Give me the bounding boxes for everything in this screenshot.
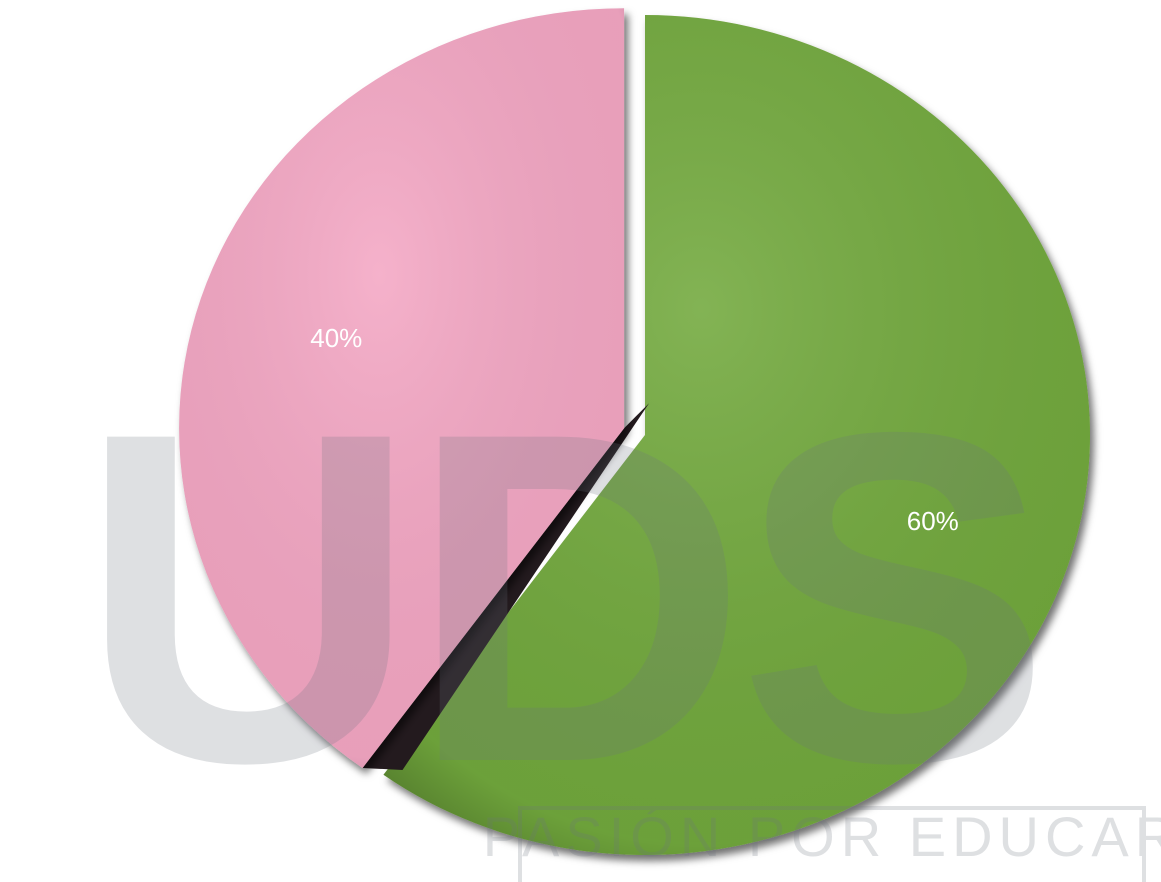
watermark: UDS PASIÓN POR EDUCAR: [79, 335, 1161, 882]
watermark-box: [518, 806, 1146, 882]
slice-side: [362, 403, 650, 770]
pie: [179, 8, 1091, 855]
data-label: 60%: [907, 506, 959, 536]
slice-shade: [383, 15, 1091, 855]
watermark-tagline: PASIÓN POR EDUCAR: [483, 805, 1161, 868]
labels: 60% 40%: [310, 323, 959, 536]
watermark-logo: UDS: [79, 335, 1041, 860]
slice-shade: [179, 8, 625, 768]
data-label: 40%: [310, 323, 362, 353]
